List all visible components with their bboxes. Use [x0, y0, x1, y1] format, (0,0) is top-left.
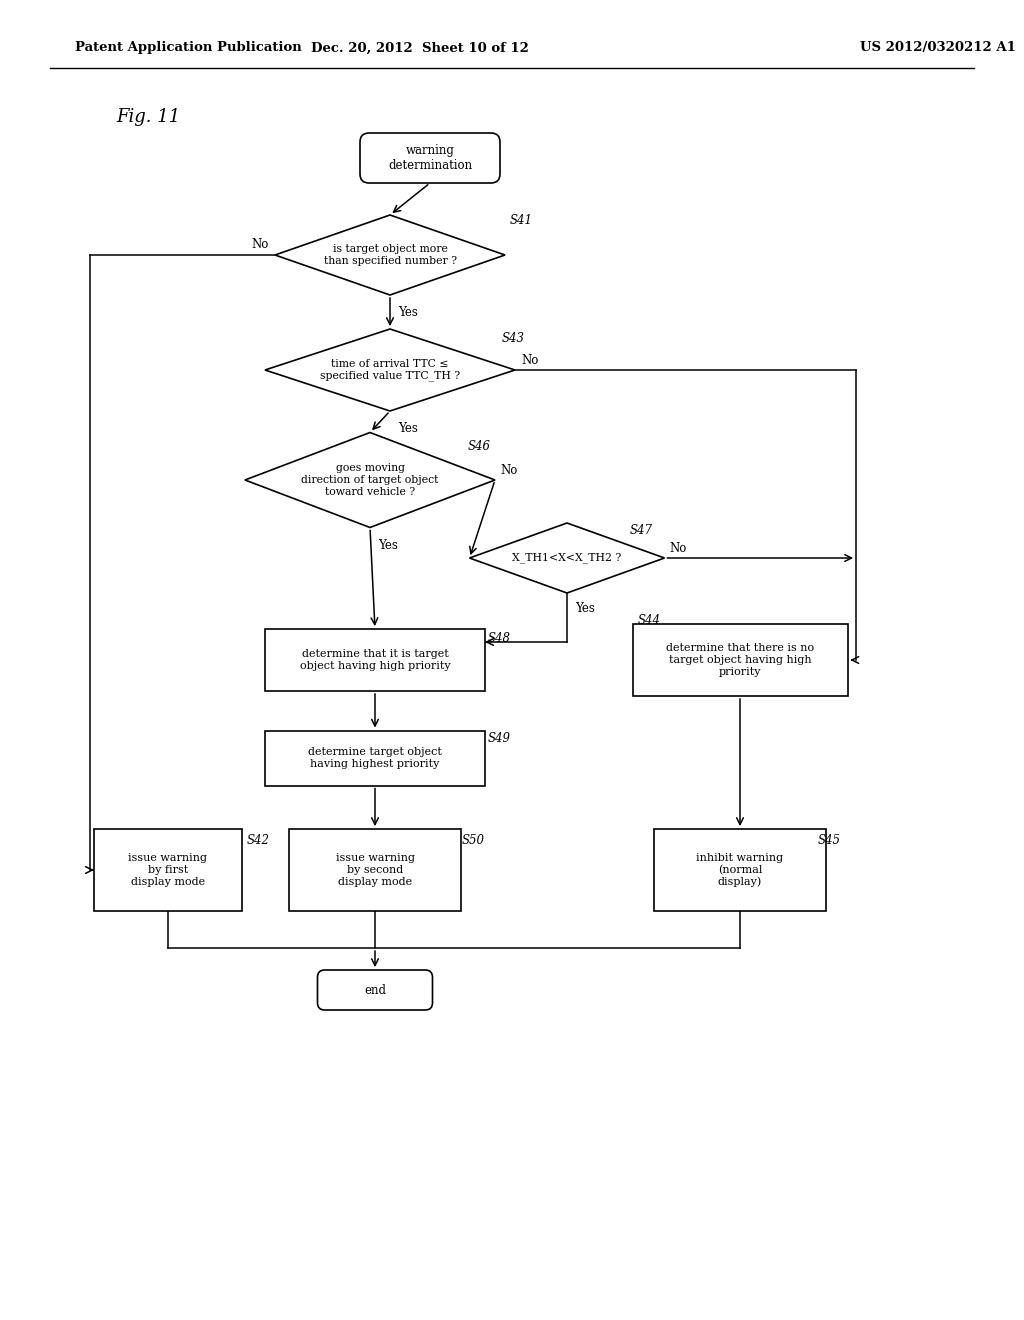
Text: S50: S50: [462, 833, 485, 846]
Polygon shape: [245, 433, 495, 528]
Bar: [633, 624, 848, 696]
Text: inhibit warning
(normal
display): inhibit warning (normal display): [696, 853, 783, 887]
Bar: [289, 829, 461, 911]
Text: Yes: Yes: [398, 306, 418, 319]
Text: X_TH1<X<X_TH2 ?: X_TH1<X<X_TH2 ?: [512, 553, 622, 564]
Text: No: No: [670, 541, 687, 554]
FancyBboxPatch shape: [317, 970, 432, 1010]
Text: Yes: Yes: [575, 602, 595, 615]
Text: S49: S49: [488, 731, 511, 744]
Text: Patent Application Publication: Patent Application Publication: [75, 41, 302, 54]
Text: S48: S48: [488, 631, 511, 644]
Bar: [265, 730, 485, 785]
Text: S47: S47: [630, 524, 653, 536]
Text: Yes: Yes: [398, 422, 418, 436]
Text: warning
determination: warning determination: [388, 144, 472, 172]
Text: No: No: [252, 239, 269, 252]
Text: determine that there is no
target object having high
priority: determine that there is no target object…: [666, 643, 814, 677]
Polygon shape: [265, 329, 515, 411]
Text: S44: S44: [638, 614, 662, 627]
Bar: [654, 829, 826, 911]
Text: No: No: [521, 354, 539, 367]
Text: S41: S41: [510, 214, 534, 227]
Text: goes moving
direction of target object
toward vehicle ?: goes moving direction of target object t…: [301, 463, 438, 496]
FancyBboxPatch shape: [360, 133, 500, 183]
Text: determine that it is target
object having high priority: determine that it is target object havin…: [300, 649, 451, 671]
Text: No: No: [500, 463, 517, 477]
Text: Fig. 11: Fig. 11: [116, 108, 180, 125]
Text: determine target object
having highest priority: determine target object having highest p…: [308, 747, 442, 768]
Text: US 2012/0320212 A1: US 2012/0320212 A1: [860, 41, 1016, 54]
Text: end: end: [364, 983, 386, 997]
Text: S43: S43: [502, 331, 525, 345]
Text: S45: S45: [818, 833, 841, 846]
Text: S42: S42: [247, 833, 270, 846]
Bar: [94, 829, 242, 911]
Text: issue warning
by first
display mode: issue warning by first display mode: [128, 854, 208, 887]
Text: issue warning
by second
display mode: issue warning by second display mode: [336, 854, 415, 887]
Bar: [265, 630, 485, 690]
Polygon shape: [469, 523, 665, 593]
Text: Yes: Yes: [378, 539, 398, 552]
Text: is target object more
than specified number ?: is target object more than specified num…: [324, 244, 457, 265]
Text: S46: S46: [468, 441, 490, 454]
Text: Dec. 20, 2012  Sheet 10 of 12: Dec. 20, 2012 Sheet 10 of 12: [311, 41, 529, 54]
Text: time of arrival TTC ≤
specified value TTC_TH ?: time of arrival TTC ≤ specified value TT…: [319, 359, 460, 381]
Polygon shape: [275, 215, 505, 294]
